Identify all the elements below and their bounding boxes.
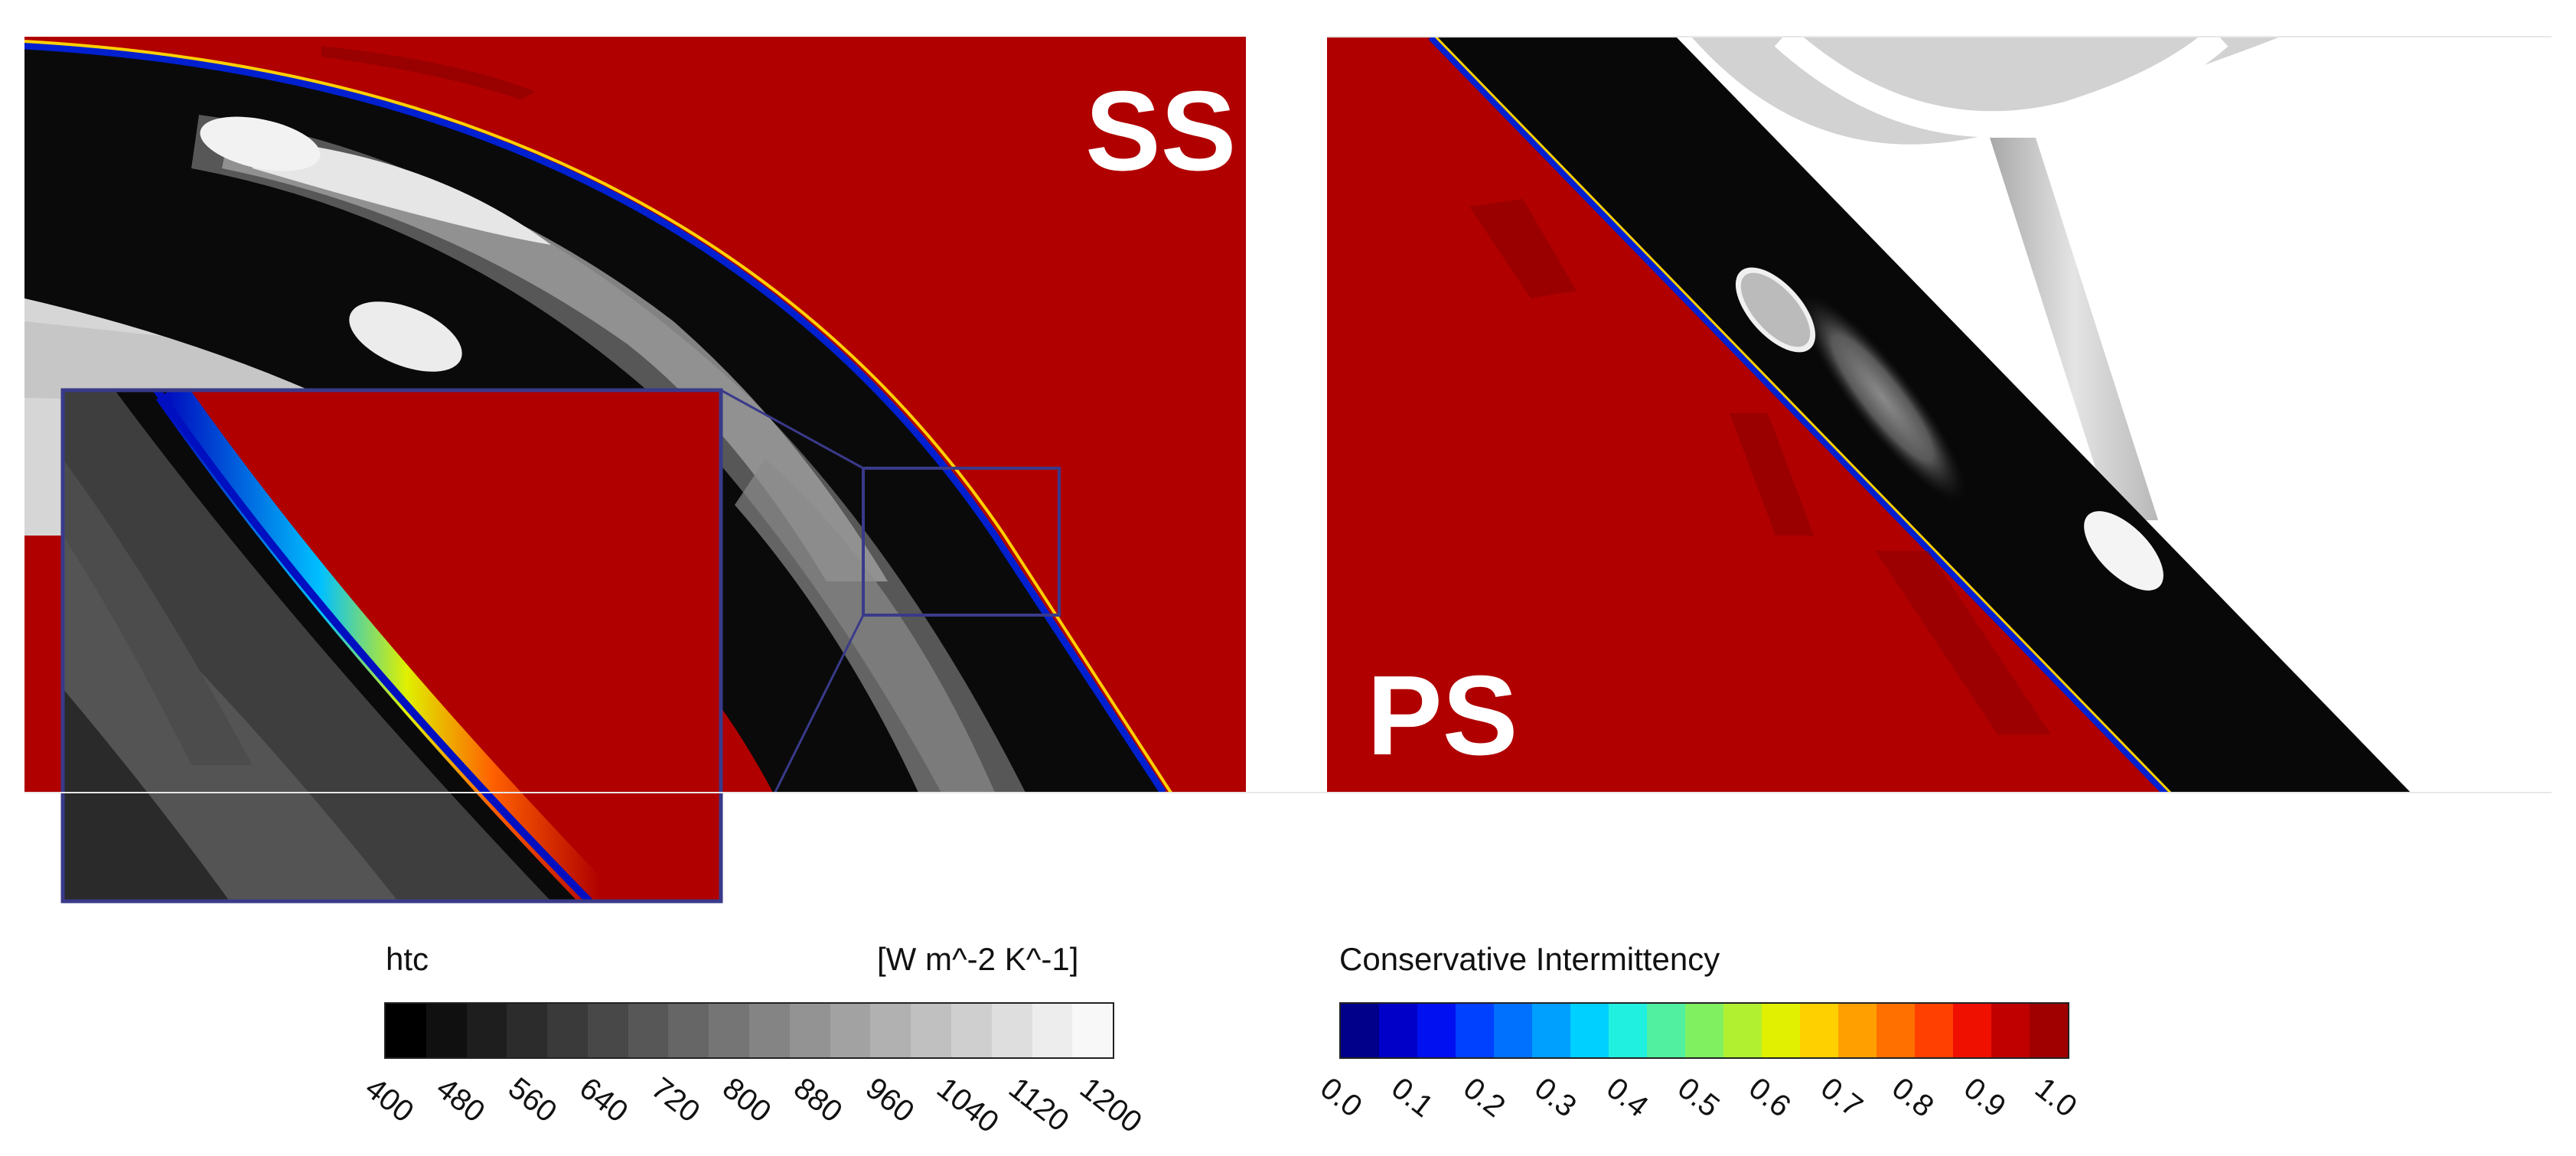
ss-zoom-box: [862, 467, 1061, 617]
intermittency-legend-title: Conservative Intermittency: [1339, 941, 1720, 977]
colorbar-swatch: [587, 1004, 628, 1057]
colorbar-swatch: [1647, 1004, 1685, 1057]
colorbar-swatch: [386, 1004, 426, 1057]
colorbar-swatch: [466, 1004, 507, 1057]
colorbar-swatch: [2030, 1004, 2068, 1057]
colorbar-swatch: [709, 1004, 750, 1057]
colorbar-swatch: [1072, 1004, 1114, 1057]
colorbar-swatch: [1877, 1004, 1915, 1057]
htc-colorbar: [384, 1002, 1114, 1059]
htc-legend-title: htc: [386, 941, 429, 977]
colorbar-swatch: [870, 1004, 911, 1057]
ps-cooling-hole-1: [1735, 267, 1816, 353]
colorbar-swatch: [1494, 1004, 1532, 1057]
colorbar-swatch: [951, 1004, 992, 1057]
colorbar-swatch: [1953, 1004, 1991, 1057]
colorbar-swatch: [1532, 1004, 1570, 1057]
colorbar-swatch: [789, 1004, 830, 1057]
colorbar-swatch: [830, 1004, 871, 1057]
colorbar-swatch: [1417, 1004, 1456, 1057]
colorbar-swatch: [749, 1004, 790, 1057]
colorbar-swatch: [1762, 1004, 1800, 1057]
colorbar-swatch: [1456, 1004, 1494, 1057]
ps-panel: [1327, 37, 2552, 793]
ss-label: SS: [1085, 68, 1237, 194]
colorbar-swatch: [1800, 1004, 1838, 1057]
ps-label: PS: [1367, 653, 1518, 779]
ps-cooling-hole-2: [2084, 511, 2164, 591]
colorbar-swatch: [1341, 1004, 1379, 1057]
colorbar-swatch: [1379, 1004, 1417, 1057]
colorbar-swatch: [426, 1004, 467, 1057]
colorbar-swatch: [1609, 1004, 1647, 1057]
colorbar-swatch: [991, 1004, 1032, 1057]
colorbar-swatch: [1685, 1004, 1723, 1057]
colorbar-swatch: [1915, 1004, 1953, 1057]
ps-grey-rod: [1990, 138, 2158, 520]
ss-inset-border: [60, 388, 723, 904]
htc-legend-unit: [W m^-2 K^-1]: [877, 941, 1079, 977]
colorbar-swatch: [507, 1004, 548, 1057]
colorbar-swatch: [1032, 1004, 1073, 1057]
colorbar-swatch: [628, 1004, 669, 1057]
colorbar-swatch: [1723, 1004, 1762, 1057]
ss-inset-rim: [156, 390, 613, 901]
colorbar-swatch: [1838, 1004, 1877, 1057]
ss-cooling-hole-1: [200, 116, 321, 171]
colorbar-swatch: [911, 1004, 951, 1057]
colorbar-swatch: [547, 1004, 588, 1057]
ps-transition-rim: [1428, 37, 2169, 793]
ss-cooling-hole-2: [349, 301, 462, 372]
ss-inset: [63, 390, 721, 901]
ss-transition-rim: [24, 42, 1166, 793]
colorbar-swatch: [668, 1004, 709, 1057]
colorbar-swatch: [1570, 1004, 1609, 1057]
intermittency-colorbar: [1339, 1002, 2069, 1059]
colorbar-swatch: [1991, 1004, 2030, 1057]
